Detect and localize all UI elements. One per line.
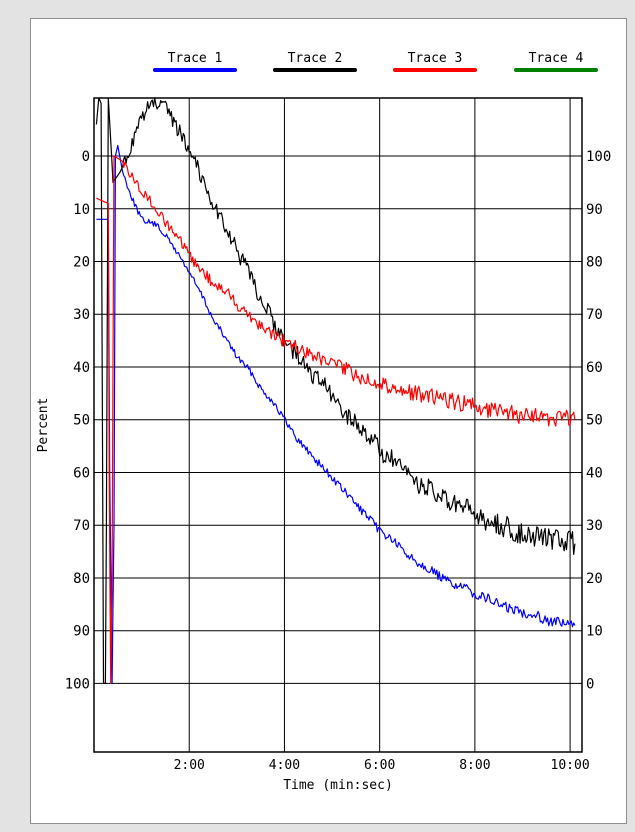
chart-panel: Trace 1 Trace 2 Trace 3 Trace 4 0 10 20 30 40 50… xyxy=(30,18,627,824)
series-line-1 xyxy=(96,144,576,685)
legend: Trace 1 Trace 2 Trace 3 Trace 4 xyxy=(153,51,598,72)
right-tick-label: 70 xyxy=(586,307,603,323)
left-tick-label: 60 xyxy=(73,465,90,481)
series-layer xyxy=(95,97,576,685)
legend-label-3: Trace 3 xyxy=(408,51,463,66)
left-tick-label: 80 xyxy=(73,571,90,587)
right-tick-label: 20 xyxy=(586,571,603,587)
series-line-3 xyxy=(96,155,576,685)
series-line-2 xyxy=(95,97,576,685)
x-tick-label: 10:00 xyxy=(551,758,590,773)
right-tick-label: 100 xyxy=(586,149,611,165)
right-tick-label: 60 xyxy=(586,360,603,376)
axes: 0102030405060708090100100908070605040302… xyxy=(36,149,611,793)
left-tick-label: 0 xyxy=(82,149,90,165)
right-tick-label: 30 xyxy=(586,518,603,534)
trend-chart: Trace 1 Trace 2 Trace 3 Trace 4 0 10 20 30 40 50… xyxy=(36,51,611,793)
left-tick-label: 10 xyxy=(73,202,90,218)
x-tick-label: 4:00 xyxy=(269,758,300,773)
legend-label-2: Trace 2 xyxy=(288,51,343,66)
right-tick-label: 0 xyxy=(586,676,594,692)
left-tick-label: 30 xyxy=(73,307,90,323)
y-axis-label: Percent xyxy=(36,398,51,453)
x-tick-label: 2:00 xyxy=(174,758,205,773)
left-tick-label: 90 xyxy=(73,624,90,640)
right-tick-label: 40 xyxy=(586,465,603,481)
x-tick-label: 8:00 xyxy=(459,758,490,773)
left-tick-label: 20 xyxy=(73,255,90,271)
left-tick-label: 40 xyxy=(73,360,90,376)
right-tick-label: 90 xyxy=(586,202,603,218)
plot-frame xyxy=(93,97,583,753)
right-tick-label: 80 xyxy=(586,255,603,271)
legend-label-1: Trace 1 xyxy=(168,51,223,66)
grid xyxy=(94,98,582,752)
x-tick-label: 6:00 xyxy=(364,758,395,773)
x-axis-label: Time (min:sec) xyxy=(283,778,393,793)
left-tick-label: 70 xyxy=(73,518,90,534)
left-tick-label: 50 xyxy=(73,413,90,429)
right-tick-label: 10 xyxy=(586,624,603,640)
left-tick-label: 100 xyxy=(65,676,90,692)
legend-label-4: Trace 4 xyxy=(529,51,584,66)
right-tick-label: 50 xyxy=(586,413,603,429)
